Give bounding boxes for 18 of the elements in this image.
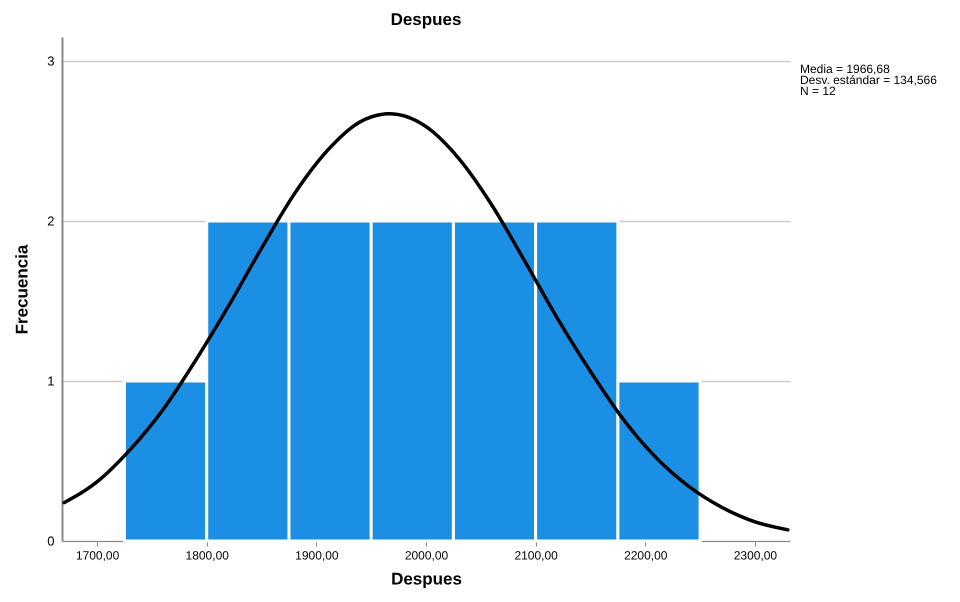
chart-title: Despues bbox=[390, 10, 462, 29]
text: Media = 1966,68 bbox=[800, 62, 890, 76]
y-tick-label: 0 bbox=[47, 534, 54, 548]
x-tick-label: 1700,00 bbox=[76, 548, 120, 562]
x-tick-label: 2000,00 bbox=[404, 548, 449, 562]
text: N = 12 bbox=[800, 84, 836, 98]
x-tick-label: 2300,00 bbox=[734, 548, 778, 562]
text: Desv. estándar = 134,566 bbox=[800, 73, 938, 87]
x-tick-label: 1900,00 bbox=[295, 548, 339, 562]
x-tick-label: 2200,00 bbox=[624, 548, 668, 562]
x-tick-label: 2100,00 bbox=[514, 548, 558, 562]
y-tick-label: 3 bbox=[47, 54, 54, 68]
line-series bbox=[62, 112, 790, 532]
x-axis-title: Despues bbox=[391, 570, 462, 588]
y-tick-label: 2 bbox=[47, 214, 54, 228]
y-axis-title: Frecuencia bbox=[12, 244, 32, 334]
x-tick-label: 1800,00 bbox=[186, 548, 230, 562]
y-tick-label: 1 bbox=[47, 374, 54, 388]
